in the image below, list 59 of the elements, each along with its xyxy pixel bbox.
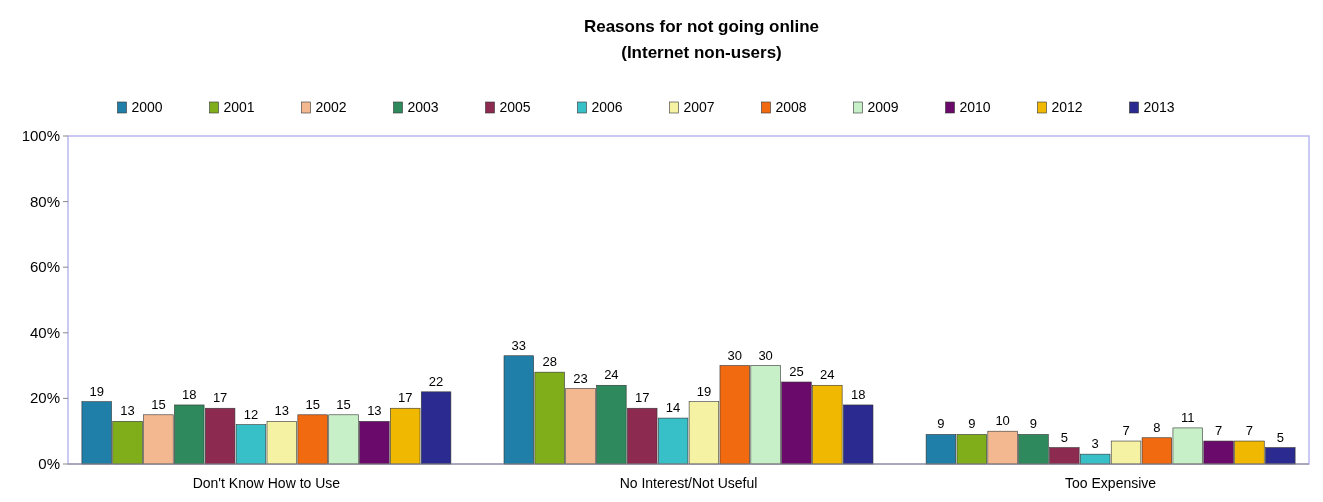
data-label: 5 <box>1276 429 1284 445</box>
x-tick-label: No Interest/Not Useful <box>619 475 758 491</box>
data-label: 17 <box>634 390 650 406</box>
data-label: 7 <box>1245 423 1254 439</box>
legend-label: 2008 <box>775 99 807 115</box>
legend-label: 2013 <box>1143 99 1175 115</box>
y-tick-label: 40% <box>29 323 60 341</box>
data-label: 5 <box>1060 429 1068 445</box>
data-label: 19 <box>89 383 104 399</box>
data-label: 33 <box>511 337 527 353</box>
data-label: 13 <box>274 403 290 419</box>
data-label: 18 <box>850 386 866 402</box>
y-tick-label: 80% <box>29 192 60 210</box>
data-label: 12 <box>243 406 259 422</box>
data-label: 24 <box>820 367 835 383</box>
legend-label: 2002 <box>315 99 347 115</box>
legend-label: 2009 <box>867 99 899 115</box>
data-label: 15 <box>151 396 166 412</box>
data-label: 14 <box>665 400 681 416</box>
data-label: 13 <box>367 403 382 419</box>
data-label: 23 <box>573 370 588 386</box>
y-tick-label: 20% <box>29 389 60 407</box>
data-label: 13 <box>120 403 135 419</box>
data-label: 24 <box>604 367 619 383</box>
data-label: 30 <box>727 347 743 363</box>
legend-label: 2003 <box>407 99 439 115</box>
data-label: 30 <box>758 347 773 363</box>
chart-subtitle: (Internet non-users) <box>621 43 782 62</box>
data-label: 11 <box>1180 409 1195 425</box>
y-tick-label: 0% <box>38 455 60 472</box>
data-label: 10 <box>995 413 1010 429</box>
data-label: 28 <box>542 354 557 370</box>
data-label: 7 <box>1214 423 1223 439</box>
data-label: 3 <box>1091 436 1099 452</box>
data-label: 17 <box>212 390 228 406</box>
data-label: 9 <box>1029 416 1038 432</box>
legend-label: 2005 <box>499 99 531 115</box>
data-label: 9 <box>968 416 976 432</box>
legend-label: 2012 <box>1051 99 1083 115</box>
data-label: 15 <box>305 396 320 412</box>
data-label: 18 <box>182 386 197 402</box>
data-label: 22 <box>428 373 444 389</box>
y-tick-label: 60% <box>29 258 60 276</box>
data-label: 8 <box>1153 419 1161 435</box>
x-tick-label: Too Expensive <box>1065 475 1157 491</box>
data-label: 9 <box>937 416 945 432</box>
data-label: 25 <box>789 364 804 379</box>
legend-label: 2007 <box>683 99 715 115</box>
legend-label: 2010 <box>959 99 991 115</box>
data-label: 15 <box>336 396 351 412</box>
data-label: 17 <box>397 390 413 406</box>
data-label: 7 <box>1122 423 1130 439</box>
chart-title: Reasons for not going online <box>583 17 820 36</box>
legend-label: 2000 <box>131 99 163 115</box>
legend-label: 2006 <box>591 99 623 115</box>
data-label: 19 <box>696 383 712 399</box>
y-tick-label: 100% <box>21 127 60 144</box>
x-tick-label: Don't Know How to Use <box>192 475 341 491</box>
legend-label: 2001 <box>223 99 255 115</box>
